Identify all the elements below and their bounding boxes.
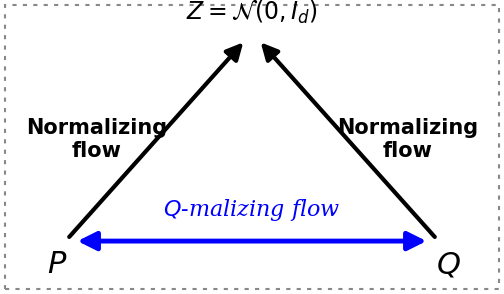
Text: $Q$: $Q$ [436,249,461,280]
Text: $Z = \mathcal{N}(0,I_d)$: $Z = \mathcal{N}(0,I_d)$ [186,0,318,26]
Text: Normalizing
flow: Normalizing flow [26,118,167,161]
Text: $P$: $P$ [47,249,68,280]
Text: Normalizing
flow: Normalizing flow [337,118,478,161]
Text: $Q$-malizing flow: $Q$-malizing flow [163,197,341,223]
